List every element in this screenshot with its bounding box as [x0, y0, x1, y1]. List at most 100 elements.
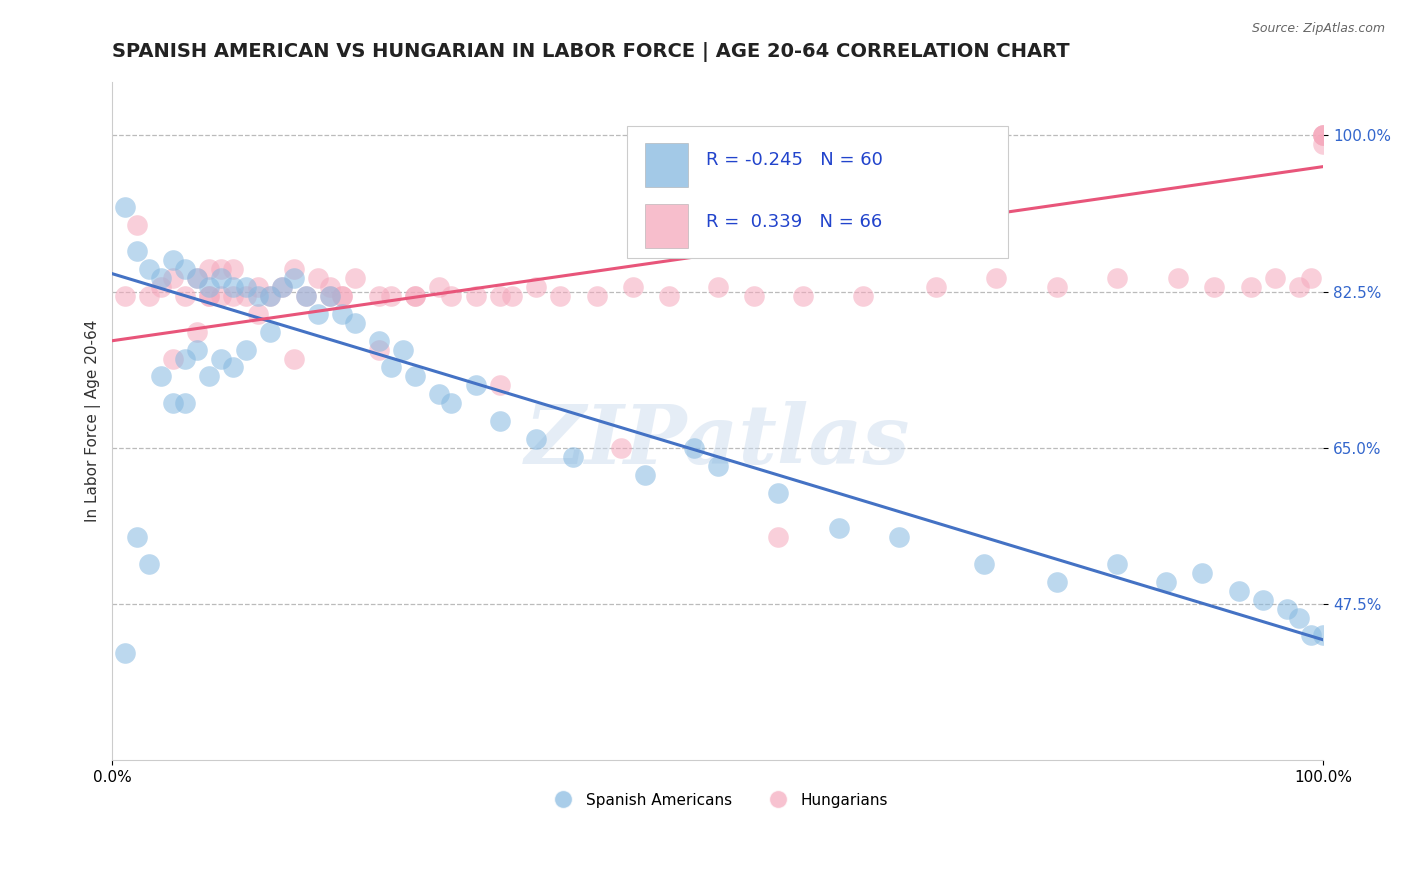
- Point: [209, 271, 232, 285]
- Point: [380, 360, 402, 375]
- Point: [742, 289, 765, 303]
- Y-axis label: In Labor Force | Age 20-64: In Labor Force | Age 20-64: [86, 320, 101, 522]
- Point: [404, 289, 426, 303]
- Point: [222, 360, 245, 375]
- Point: [427, 280, 450, 294]
- Point: [1204, 280, 1226, 294]
- Point: [198, 262, 221, 277]
- Point: [149, 271, 172, 285]
- Point: [1288, 280, 1310, 294]
- Point: [1312, 128, 1334, 143]
- Point: [174, 396, 197, 410]
- Point: [501, 289, 523, 303]
- Point: [1301, 271, 1323, 285]
- Point: [198, 289, 221, 303]
- Point: [1107, 557, 1129, 571]
- Point: [1107, 271, 1129, 285]
- Point: [259, 289, 281, 303]
- Point: [367, 343, 389, 357]
- Point: [1251, 592, 1274, 607]
- Point: [295, 289, 318, 303]
- Point: [1046, 280, 1069, 294]
- Point: [404, 369, 426, 384]
- Point: [1312, 137, 1334, 152]
- Point: [707, 458, 730, 473]
- Point: [610, 441, 633, 455]
- Point: [1046, 574, 1069, 589]
- Point: [259, 289, 281, 303]
- Point: [222, 262, 245, 277]
- Point: [283, 351, 305, 366]
- Point: [235, 289, 257, 303]
- Point: [259, 325, 281, 339]
- Point: [332, 289, 354, 303]
- Point: [1312, 128, 1334, 143]
- Point: [380, 289, 402, 303]
- Point: [246, 280, 269, 294]
- Point: [174, 351, 197, 366]
- Point: [174, 262, 197, 277]
- Point: [246, 307, 269, 321]
- Point: [343, 271, 366, 285]
- Point: [925, 280, 948, 294]
- Point: [1227, 583, 1250, 598]
- Point: [125, 218, 148, 232]
- Point: [550, 289, 572, 303]
- Point: [768, 530, 790, 544]
- Point: [174, 289, 197, 303]
- Point: [246, 289, 269, 303]
- Point: [427, 387, 450, 401]
- Point: [319, 289, 342, 303]
- Point: [271, 280, 294, 294]
- Point: [1275, 601, 1298, 615]
- Point: [1239, 280, 1261, 294]
- Point: [125, 244, 148, 259]
- Point: [768, 485, 790, 500]
- Text: R = -0.245   N = 60: R = -0.245 N = 60: [706, 151, 883, 169]
- Point: [198, 289, 221, 303]
- Point: [1167, 271, 1189, 285]
- Point: [162, 396, 184, 410]
- Point: [235, 280, 257, 294]
- Point: [1264, 271, 1286, 285]
- Point: [1301, 628, 1323, 642]
- Point: [392, 343, 415, 357]
- Point: [489, 289, 512, 303]
- Point: [658, 289, 681, 303]
- Point: [464, 289, 486, 303]
- Point: [561, 450, 583, 464]
- Point: [621, 280, 644, 294]
- Point: [634, 467, 657, 482]
- Point: [792, 289, 814, 303]
- Point: [209, 351, 232, 366]
- Point: [271, 280, 294, 294]
- Point: [489, 414, 512, 428]
- Text: SPANISH AMERICAN VS HUNGARIAN IN LABOR FORCE | AGE 20-64 CORRELATION CHART: SPANISH AMERICAN VS HUNGARIAN IN LABOR F…: [112, 42, 1070, 62]
- Point: [198, 280, 221, 294]
- Point: [222, 289, 245, 303]
- Point: [295, 289, 318, 303]
- Point: [149, 280, 172, 294]
- Point: [186, 325, 208, 339]
- Point: [1312, 128, 1334, 143]
- Point: [149, 369, 172, 384]
- Point: [524, 432, 547, 446]
- Point: [186, 271, 208, 285]
- Point: [973, 557, 995, 571]
- Point: [283, 262, 305, 277]
- Point: [138, 289, 160, 303]
- Point: [404, 289, 426, 303]
- Point: [138, 557, 160, 571]
- Point: [198, 369, 221, 384]
- Point: [186, 271, 208, 285]
- Point: [852, 289, 875, 303]
- Point: [125, 530, 148, 544]
- FancyBboxPatch shape: [627, 126, 1008, 258]
- Point: [440, 289, 463, 303]
- Point: [307, 271, 329, 285]
- Point: [162, 253, 184, 268]
- Point: [682, 441, 704, 455]
- Point: [186, 343, 208, 357]
- Point: [1312, 628, 1334, 642]
- Point: [114, 200, 136, 214]
